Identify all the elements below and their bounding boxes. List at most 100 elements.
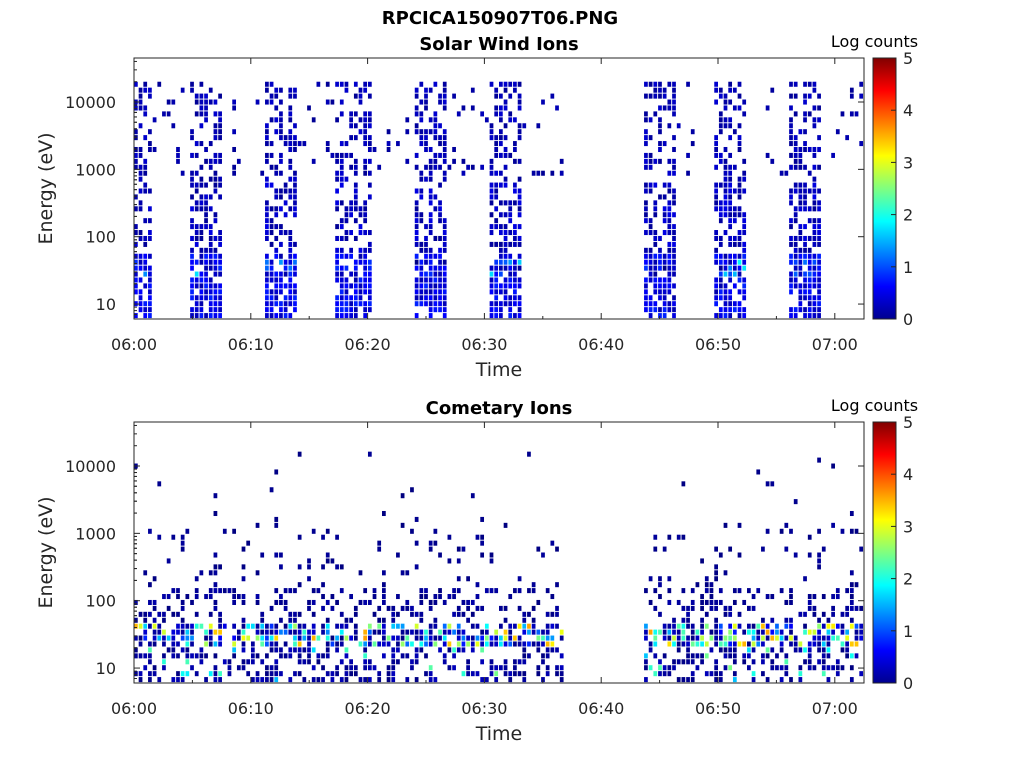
heatmap-cell <box>499 135 503 141</box>
heatmap-cell <box>265 295 269 301</box>
heatmap-cell <box>274 188 279 194</box>
heatmap-cell <box>218 176 222 182</box>
heatmap-cell <box>513 641 517 647</box>
heatmap-cell <box>723 635 728 641</box>
heatmap-cell <box>414 635 419 641</box>
heatmap-cell <box>817 218 821 224</box>
heatmap-cell <box>718 235 723 241</box>
heatmap-cell <box>667 301 672 307</box>
colorbar-label: Log counts <box>831 32 918 51</box>
heatmap-cell <box>718 206 723 212</box>
heatmap-cell <box>517 253 522 259</box>
heatmap-cell <box>353 123 358 129</box>
heatmap-cell <box>662 141 667 147</box>
heatmap-cell <box>447 647 452 653</box>
heatmap-cell <box>293 629 297 635</box>
heatmap-cell <box>307 105 311 111</box>
heatmap-cell <box>325 647 330 653</box>
heatmap-cell <box>414 87 419 93</box>
heatmap-cell <box>559 629 564 635</box>
heatmap-cell <box>812 271 817 277</box>
heatmap-cell <box>148 129 152 135</box>
heatmap-cell <box>775 623 779 629</box>
heatmap-cell <box>288 677 293 683</box>
heatmap-cell <box>653 283 658 289</box>
heatmap-cell <box>667 534 672 540</box>
heatmap-cell <box>204 265 208 271</box>
heatmap-cell <box>812 81 817 87</box>
heatmap-cell <box>812 182 817 188</box>
heatmap-cell <box>428 301 433 307</box>
heatmap-cell <box>798 647 803 653</box>
heatmap-cell <box>414 93 419 99</box>
heatmap-cell <box>761 671 765 677</box>
heatmap-cell <box>157 611 162 617</box>
heatmap-cell <box>194 141 199 147</box>
heatmap-cell <box>339 170 344 176</box>
heatmap-cell <box>255 594 260 600</box>
heatmap-cell <box>714 546 718 552</box>
heatmap-cell <box>419 247 424 253</box>
heatmap-cell <box>419 629 424 635</box>
heatmap-cell <box>704 641 709 647</box>
heatmap-cell <box>817 283 821 289</box>
heatmap-cell <box>817 164 821 170</box>
heatmap-cell <box>367 451 372 457</box>
heatmap-cell <box>265 653 269 659</box>
heatmap-cell <box>382 594 386 600</box>
heatmap-cell <box>213 295 218 301</box>
heatmap-cell <box>522 611 527 617</box>
heatmap-cell <box>176 588 180 594</box>
heatmap-cell <box>218 93 222 99</box>
heatmap-cell <box>770 629 775 635</box>
heatmap-cell <box>218 289 222 295</box>
heatmap-cell <box>517 641 522 647</box>
heatmap-cell <box>419 289 424 295</box>
heatmap-cell <box>737 176 742 182</box>
heatmap-cell <box>503 301 508 307</box>
heatmap-cell <box>817 230 821 236</box>
heatmap-cell <box>494 170 499 176</box>
heatmap-cell <box>831 629 835 635</box>
heatmap-cell <box>452 93 456 99</box>
heatmap-cell <box>279 170 283 176</box>
heatmap-cell <box>700 629 704 635</box>
heatmap-cell <box>807 653 812 659</box>
heatmap-cell <box>714 313 718 319</box>
heatmap-cell <box>718 123 723 129</box>
heatmap-cell <box>667 241 672 247</box>
heatmap-cell <box>293 206 297 212</box>
heatmap-cell <box>377 605 382 611</box>
heatmap-cell <box>676 623 681 629</box>
heatmap-cell <box>662 218 667 224</box>
heatmap-cell <box>344 235 349 241</box>
heatmap-cell <box>330 594 335 600</box>
heatmap-cell <box>522 671 527 677</box>
heatmap-cell <box>414 105 419 111</box>
heatmap-cell <box>704 588 709 594</box>
heatmap-cell <box>391 617 396 623</box>
heatmap-cell <box>812 188 817 194</box>
heatmap-cell <box>812 295 817 301</box>
heatmap-cell <box>470 611 475 617</box>
heatmap-cell <box>190 289 194 295</box>
heatmap-cell <box>162 653 166 659</box>
heatmap-cell <box>414 152 419 158</box>
heatmap-cell <box>180 87 185 93</box>
heatmap-cell <box>798 200 803 206</box>
heatmap-cell <box>363 677 368 683</box>
heatmap-cell <box>821 623 826 629</box>
heatmap-cell <box>204 277 208 283</box>
heatmap-cell <box>648 247 653 253</box>
heatmap-cell <box>442 230 447 236</box>
heatmap-cell <box>190 599 194 605</box>
heatmap-cell <box>672 271 676 277</box>
heatmap-cell <box>718 588 723 594</box>
heatmap-cell <box>433 265 438 271</box>
heatmap-cell <box>480 605 485 611</box>
heatmap-cell <box>470 105 475 111</box>
heatmap-cell <box>213 605 218 611</box>
heatmap-cell <box>358 677 363 683</box>
heatmap-cell <box>508 671 513 677</box>
heatmap-cell <box>307 605 311 611</box>
